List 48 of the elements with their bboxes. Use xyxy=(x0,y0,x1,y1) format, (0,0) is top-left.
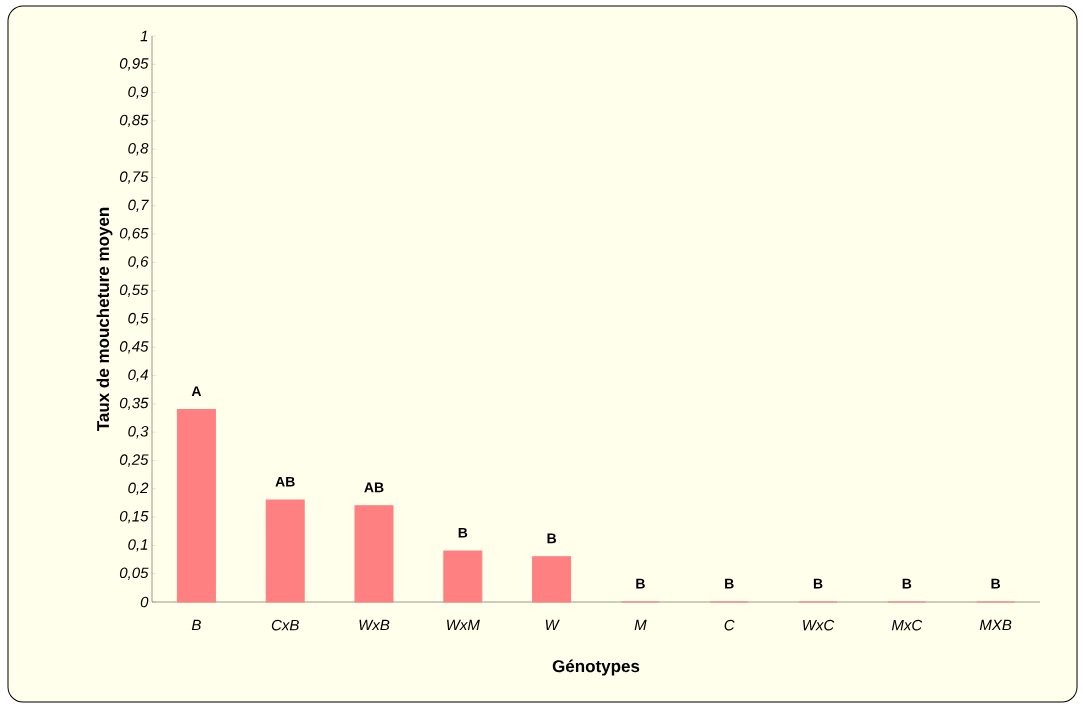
y-tick-label: 0,35 xyxy=(119,397,149,411)
x-tick-label: WxM xyxy=(447,619,480,631)
y-tick-label: 0,05 xyxy=(119,567,149,580)
bar xyxy=(265,499,305,603)
annotation: B xyxy=(636,578,645,589)
y-tick-label: 0,75 xyxy=(119,171,149,184)
x-tick-label: WxB xyxy=(359,619,390,631)
y-tick-label: 0,7 xyxy=(128,199,149,212)
y-tick-label: 0,9 xyxy=(128,86,149,99)
annotation: AB xyxy=(364,482,384,493)
annotation: B xyxy=(547,533,557,544)
x-tick-label: MxC xyxy=(891,619,923,631)
y-tick-label: 0,8 xyxy=(128,142,149,156)
y-tick-label: 0,3 xyxy=(128,426,149,439)
y-tick-label: 0,45 xyxy=(119,341,149,354)
y-tick-label: 0,55 xyxy=(119,284,149,297)
bar xyxy=(443,550,483,603)
bar xyxy=(532,556,572,603)
annotation: B xyxy=(902,578,912,589)
bar xyxy=(176,409,216,603)
bar xyxy=(354,505,394,603)
y-tick-label: 0,15 xyxy=(119,510,149,524)
x-tick-label: W xyxy=(545,619,560,631)
y-tick-label: 0,5 xyxy=(128,312,149,326)
y-tick-label: 0,25 xyxy=(119,454,149,467)
y-tick-label: 1 xyxy=(140,30,148,42)
y-tick-label: 0,65 xyxy=(119,227,149,241)
y-tick-label: 0 xyxy=(140,596,149,608)
y-tick-label: 0,2 xyxy=(128,482,149,495)
y-tick-label: 0,1 xyxy=(128,539,148,552)
x-tick-label: MXB xyxy=(979,619,1012,631)
y-axis-title: Taux de moucheture moyen xyxy=(96,207,113,432)
x-axis-title: Génotypes xyxy=(552,659,640,676)
x-tick-label: B xyxy=(191,619,201,631)
y-tick-label: 0,95 xyxy=(119,58,149,71)
y-tick-label: 0,4 xyxy=(128,369,148,382)
x-tick-label: C xyxy=(724,619,735,631)
annotation: AB xyxy=(275,476,295,487)
y-tick-label: 0,85 xyxy=(119,114,149,128)
annotation: B xyxy=(991,578,1001,589)
x-tick-label: M xyxy=(634,619,647,631)
annotation: B xyxy=(725,578,734,589)
x-tick-label: CxB xyxy=(271,619,299,631)
annotation: B xyxy=(813,578,823,589)
annotation: A xyxy=(191,386,202,397)
annotation: B xyxy=(458,527,468,538)
x-tick-label: WxC xyxy=(803,619,835,631)
y-tick-label: 0,6 xyxy=(128,256,149,269)
